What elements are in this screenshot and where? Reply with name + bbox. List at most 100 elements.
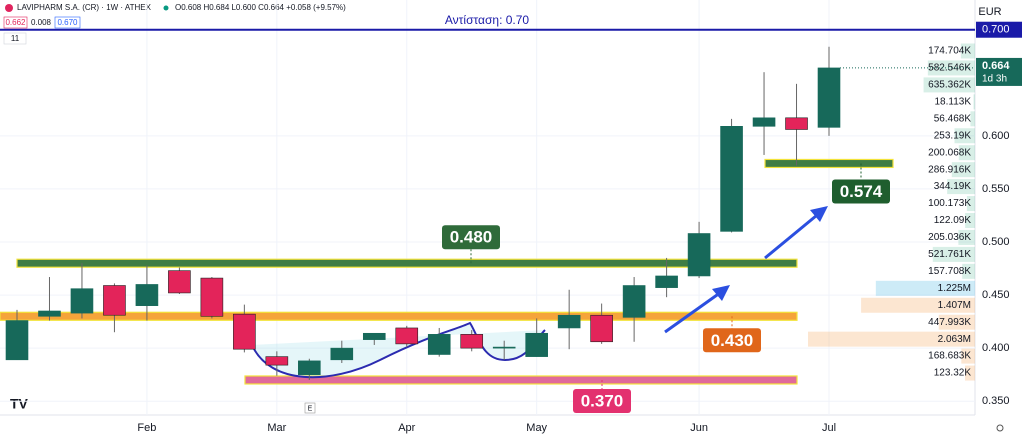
candle-body — [233, 313, 256, 350]
trend-arrow-head — [810, 206, 828, 222]
level-label-box — [832, 179, 890, 204]
volume-bar — [960, 43, 975, 59]
volume-bar — [965, 213, 975, 228]
volume-label: 200.068K — [928, 147, 971, 158]
volume-bar — [970, 111, 975, 127]
volume-label: 521.761K — [928, 249, 971, 260]
symbol: LAVIPHARM S.A. (CR) · 1W · ATHEX — [17, 3, 152, 12]
indicator-toggle[interactable] — [3, 32, 27, 45]
volume-bar — [962, 263, 975, 279]
trend-arrow-head — [712, 285, 730, 301]
candle-body — [200, 277, 224, 317]
level-label: 0.480 — [450, 228, 493, 247]
volume-label: 1.407M — [938, 300, 971, 311]
level-label: 0.430 — [711, 331, 754, 350]
volume-label: 168.683K — [928, 351, 971, 362]
level-label: 0.370 — [581, 391, 624, 410]
level-band — [764, 158, 894, 169]
candle-body — [720, 126, 743, 232]
candle-body — [70, 288, 94, 314]
volume-bar — [965, 365, 975, 381]
volume-label: 56.468K — [934, 113, 972, 124]
volume-bar — [954, 128, 975, 144]
candle-body — [460, 334, 484, 349]
level-band — [0, 311, 798, 321]
y-tick-label: 0.600 — [982, 130, 1010, 142]
event-letter: E — [308, 405, 313, 412]
ask: 0.670 — [57, 18, 78, 27]
candle-body — [622, 285, 646, 318]
event-marker[interactable] — [304, 402, 316, 414]
volume-label: 2.063M — [938, 334, 971, 345]
candle-body — [298, 360, 321, 375]
volume-label: 253.19K — [934, 130, 972, 141]
resistance-text: Αντίσταση: 0.70 — [445, 13, 530, 27]
volume-bar — [973, 94, 975, 110]
volume-label: 344.19K — [934, 181, 972, 192]
candle-body — [655, 275, 678, 288]
bid: 0.662 — [5, 18, 26, 27]
level-band — [244, 375, 798, 385]
trend-arrow — [664, 288, 725, 334]
level-band — [16, 258, 798, 268]
resistance-tag — [976, 21, 1022, 38]
last-price-label: 0.664 — [982, 60, 1010, 72]
currency: EUR — [978, 6, 1001, 18]
level-label-box — [442, 225, 500, 250]
candle-body — [103, 285, 126, 316]
level-label-box — [573, 388, 631, 413]
volume-label: 123.32K — [934, 368, 972, 379]
settings-icon[interactable] — [996, 424, 1004, 432]
candle-body — [817, 67, 841, 128]
resistance-tag-label: 0.700 — [982, 24, 1010, 36]
volume-label: 100.173K — [928, 198, 971, 209]
cup-curve — [251, 321, 546, 379]
volume-bar — [923, 77, 975, 93]
volume-bar — [932, 246, 975, 262]
volume-label: 635.362K — [928, 80, 971, 91]
volume-bar — [958, 229, 975, 245]
bid-box[interactable] — [3, 16, 28, 29]
candle-body — [492, 346, 516, 349]
trend-arrow — [764, 209, 823, 260]
last-price-countdown: 1d 3h — [982, 74, 1007, 85]
candle-body — [687, 233, 711, 277]
volume-label: 18.113K — [934, 96, 971, 107]
status-dot — [163, 5, 169, 11]
x-tick-label: Jul — [822, 422, 836, 434]
y-tick-label: 0.400 — [982, 342, 1010, 354]
volume-label: 157.708K — [928, 266, 971, 277]
level-label: 0.574 — [840, 182, 883, 201]
level-label-box — [703, 328, 761, 353]
last-price-tag — [976, 57, 1022, 86]
volume-bar — [966, 196, 975, 212]
volume-label: 447.993K — [928, 317, 971, 328]
candle-body — [785, 117, 808, 130]
symbol-icon — [5, 4, 13, 12]
candle-body — [590, 314, 613, 343]
volume-bar — [875, 280, 975, 296]
candle-body — [557, 314, 581, 329]
candle-body — [38, 310, 61, 317]
x-tick-label: May — [526, 422, 547, 434]
ask-box[interactable] — [54, 16, 81, 29]
candle-body — [752, 117, 776, 127]
y-tick-label: 0.500 — [982, 236, 1010, 248]
candle-body — [525, 332, 548, 357]
candle-body — [5, 320, 29, 361]
volume-label: 122.09K — [934, 215, 972, 226]
volume-label: 174.704K — [928, 46, 971, 57]
x-tick-label: Jun — [690, 422, 708, 434]
volume-label: 205.036K — [928, 232, 971, 243]
volume-bar — [961, 348, 975, 364]
candle-body — [168, 270, 191, 294]
volume-bar — [938, 314, 975, 330]
x-tick-label: Mar — [267, 422, 286, 434]
x-tick-label: Feb — [137, 422, 156, 434]
tv-logo: TV — [10, 396, 29, 412]
y-tick-label: 0.450 — [982, 289, 1010, 301]
candle-body — [395, 327, 419, 345]
volume-label: 582.546K — [928, 63, 971, 74]
